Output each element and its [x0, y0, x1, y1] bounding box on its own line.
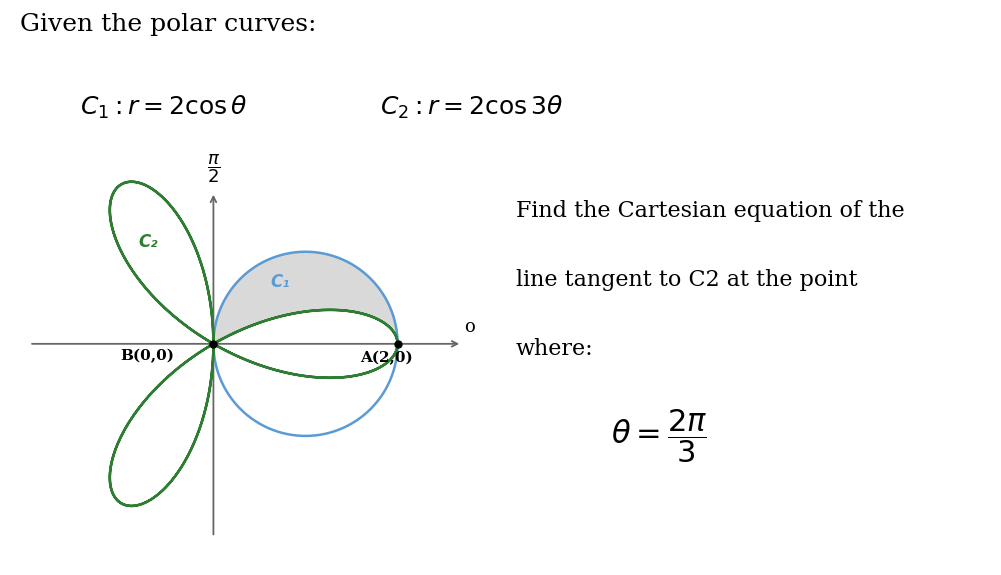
Text: where:: where: — [516, 338, 594, 360]
Text: B(0,0): B(0,0) — [120, 349, 174, 363]
Text: $\mathit{C}_1\mathit{:r} = 2\cos\theta$: $\mathit{C}_1\mathit{:r} = 2\cos\theta$ — [80, 93, 247, 121]
Text: $\mathit{C}_2\mathit{:r} = 2\cos3\theta$: $\mathit{C}_2\mathit{:r} = 2\cos3\theta$ — [380, 93, 564, 121]
Polygon shape — [213, 252, 397, 344]
Text: C₂: C₂ — [138, 233, 157, 251]
Text: o: o — [464, 319, 474, 336]
Text: $\theta = \dfrac{2\pi}{3}$: $\theta = \dfrac{2\pi}{3}$ — [611, 408, 707, 465]
Text: A(2,0): A(2,0) — [360, 351, 413, 365]
Text: C₁: C₁ — [270, 273, 290, 291]
Text: line tangent to C2 at the point: line tangent to C2 at the point — [516, 269, 857, 291]
Text: Given the polar curves:: Given the polar curves: — [20, 13, 316, 36]
Text: Find the Cartesian equation of the: Find the Cartesian equation of the — [516, 200, 904, 221]
Text: $\dfrac{\pi}{2}$: $\dfrac{\pi}{2}$ — [206, 153, 220, 185]
